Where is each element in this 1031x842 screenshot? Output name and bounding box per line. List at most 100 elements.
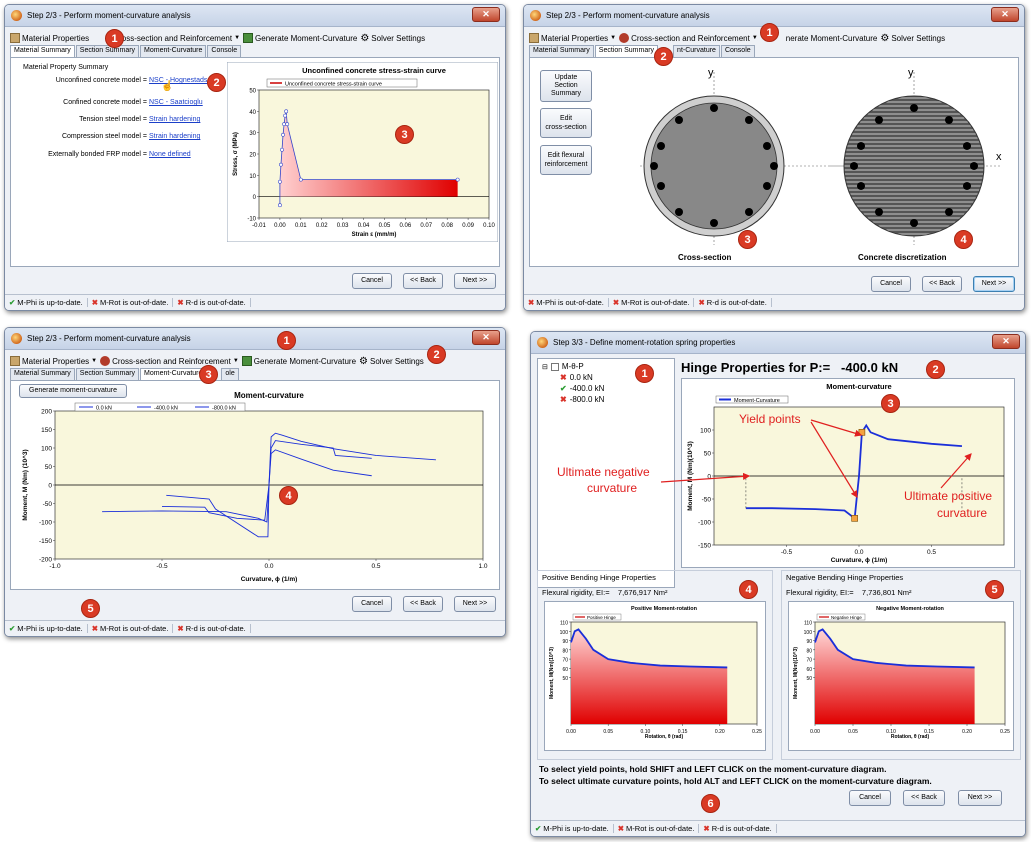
rebar bbox=[910, 219, 918, 227]
y-tick-label: -100 bbox=[39, 520, 52, 527]
y-tick-label: 110 bbox=[804, 621, 812, 627]
back-button[interactable]: << Back bbox=[403, 273, 443, 289]
solver-settings-button[interactable]: ⚙ Solver Settings bbox=[359, 356, 424, 367]
check-icon: ✔ bbox=[9, 298, 16, 307]
x-tick-label: 0.00 bbox=[566, 729, 576, 735]
cancel-button[interactable]: Cancel bbox=[849, 790, 891, 806]
y-tick-label: 50 bbox=[806, 676, 812, 682]
tab-section-summary[interactable]: Section Summary bbox=[594, 45, 659, 57]
rebar bbox=[875, 116, 883, 124]
rebar bbox=[857, 182, 865, 190]
tree-root[interactable]: ⊟ M-θ-P bbox=[542, 362, 584, 371]
back-button[interactable]: << Back bbox=[403, 596, 443, 612]
tree-item-label: 0.0 kN bbox=[569, 373, 593, 382]
next-button[interactable]: Next >> bbox=[958, 790, 1002, 806]
window-moment-curvature: Step 2/3 - Perform moment-curvature anal… bbox=[4, 327, 506, 637]
rebar bbox=[650, 162, 658, 170]
gear-icon: ⚙ bbox=[360, 32, 370, 44]
pos-annotation-1: Ultimate positive bbox=[904, 489, 993, 503]
cross-icon: ✖ bbox=[91, 298, 99, 307]
back-button[interactable]: << Back bbox=[903, 790, 945, 806]
generate-mc-button[interactable]: nerate Moment-Curvature bbox=[786, 34, 878, 43]
tab-material-summary[interactable]: Material Summary bbox=[529, 45, 594, 57]
status-text: R-d is out-of-date. bbox=[711, 824, 772, 833]
frp-model-link[interactable]: None defined bbox=[149, 151, 191, 158]
chart-title: Moment-curvature bbox=[234, 391, 304, 400]
generate-mc-panel-button[interactable]: Generate moment-curvature bbox=[19, 384, 127, 398]
y-tick-label: 60 bbox=[806, 667, 812, 673]
close-button[interactable]: ✕ bbox=[991, 7, 1019, 22]
generate-icon bbox=[241, 356, 252, 366]
cross-section-menu[interactable]: ross-section and Reinforcement ▼ bbox=[119, 34, 240, 43]
callout-badge: 2 bbox=[926, 360, 945, 379]
tab-console[interactable]: Console bbox=[207, 45, 242, 57]
close-button[interactable]: ✕ bbox=[472, 7, 500, 22]
checkbox-icon bbox=[550, 362, 559, 371]
chart-title: Moment-curvature bbox=[826, 382, 891, 391]
confined-model-link[interactable]: NSC - Saatcioglu bbox=[149, 99, 203, 106]
tension-model-link[interactable]: Strain hardening bbox=[149, 116, 201, 123]
x-axis-label: Curvature, ϕ (1/m) bbox=[241, 576, 298, 583]
window-section-summary: Step 2/3 - Perform moment-curvature anal… bbox=[523, 4, 1025, 311]
tab-section-summary[interactable]: Section Summary bbox=[75, 368, 140, 380]
generate-mc-button[interactable]: Generate Moment-Curvature bbox=[241, 356, 357, 366]
collapse-icon: ⊟ bbox=[542, 363, 548, 371]
positive-moment-rotation-chart: Positive Moment-rotation 0.00 0.05 0.10 0.15… bbox=[544, 601, 766, 751]
solver-label: Solver Settings bbox=[891, 33, 946, 43]
x-tick-label: 0.20 bbox=[715, 729, 725, 735]
back-button[interactable]: << Back bbox=[922, 276, 962, 292]
edit-flexural-reinforcement-button[interactable]: Edit flexural reinforcement bbox=[540, 145, 592, 175]
tab-console[interactable]: Console bbox=[720, 45, 755, 57]
row-label: Confined concrete model = bbox=[63, 99, 147, 106]
tab-console[interactable]: ole bbox=[221, 368, 239, 380]
x-tick-label: 0.10 bbox=[886, 729, 896, 735]
legend-label: Moment-Curvature bbox=[734, 398, 780, 404]
data-point bbox=[284, 109, 289, 114]
cancel-button[interactable]: Cancel bbox=[352, 273, 392, 289]
compression-model-link[interactable]: Strain hardening bbox=[149, 133, 201, 140]
tab-moment-curvature[interactable]: Moment-Curvature bbox=[140, 45, 207, 57]
cancel-button[interactable]: Cancel bbox=[352, 596, 392, 612]
next-button[interactable]: Next >> bbox=[454, 596, 496, 612]
unconfined-model-link[interactable]: NSC - Hognestads bbox=[149, 77, 208, 84]
generate-mc-button[interactable]: Generate Moment-Curvature bbox=[243, 33, 357, 43]
update-section-summary-button[interactable]: Update Section Summary bbox=[540, 70, 592, 102]
material-properties-menu[interactable]: Material Properties ▼ bbox=[529, 33, 616, 43]
data-point bbox=[455, 177, 460, 182]
edit-cross-section-button[interactable]: Edit cross-section bbox=[540, 108, 592, 138]
cross-section-menu[interactable]: Cross-section and Reinforcement ▼ bbox=[100, 356, 239, 366]
solver-settings-button[interactable]: ⚙ Solver Settings bbox=[360, 33, 425, 44]
negative-hinge-group: Negative Bending Hinge Properties Flexur… bbox=[781, 570, 1021, 760]
next-button[interactable]: Next >> bbox=[973, 276, 1015, 292]
cross-section-menu[interactable]: Cross-section and Reinforcement ▼ bbox=[619, 33, 758, 43]
y-tick-label: -150 bbox=[39, 538, 52, 545]
material-icon bbox=[529, 33, 539, 43]
summary-heading: Material Property Summary bbox=[23, 64, 109, 71]
cancel-button[interactable]: Cancel bbox=[871, 276, 911, 292]
tree-item[interactable]: ✔ -400.0 kN bbox=[560, 384, 604, 393]
y-tick-label: 90 bbox=[562, 639, 568, 645]
rebar bbox=[963, 182, 971, 190]
close-button[interactable]: ✕ bbox=[992, 334, 1020, 349]
close-button[interactable]: ✕ bbox=[472, 330, 500, 345]
x-tick-label: 0.00 bbox=[274, 223, 286, 229]
tab-moment-curvature[interactable]: Moment-Curvature bbox=[140, 368, 207, 380]
material-properties-menu[interactable]: Material Properties bbox=[10, 33, 89, 43]
app-icon bbox=[537, 337, 548, 348]
tree-item[interactable]: ✖ 0.0 kN bbox=[560, 373, 593, 382]
tab-material-summary[interactable]: Material Summary bbox=[10, 45, 75, 57]
tab-moment-curvature[interactable]: nt-Curvature bbox=[673, 45, 720, 57]
tab-material-summary[interactable]: Material Summary bbox=[10, 368, 75, 380]
y-axis-label: Stress, σ (MPa) bbox=[233, 132, 239, 176]
tab-section-summary[interactable]: Section Summary bbox=[75, 45, 140, 57]
group-title: Positive Bending Hinge Properties bbox=[542, 573, 656, 582]
solver-settings-button[interactable]: ⚙ Solver Settings bbox=[880, 33, 945, 44]
status-text: M-Phi is up-to-date. bbox=[543, 824, 609, 833]
pos-annotation-2: curvature bbox=[937, 506, 988, 520]
tree-item[interactable]: ✖ -800.0 kN bbox=[560, 395, 604, 404]
next-button[interactable]: Next >> bbox=[454, 273, 496, 289]
generate-label: Generate Moment-Curvature bbox=[253, 356, 357, 366]
material-properties-menu[interactable]: Material Properties ▼ bbox=[10, 356, 97, 366]
status-text: R-d is out-of-date. bbox=[706, 298, 767, 307]
yield-annotation: Yield points bbox=[739, 412, 801, 426]
